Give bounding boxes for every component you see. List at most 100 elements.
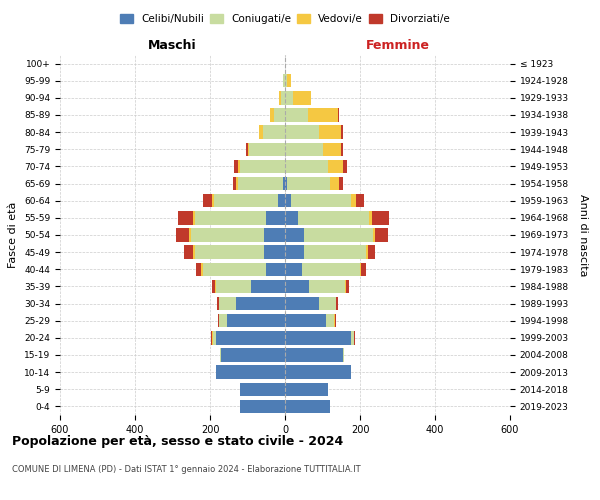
Bar bbox=[218, 297, 220, 310]
Bar bbox=[304, 228, 373, 241]
Bar bbox=[238, 160, 240, 173]
Bar bbox=[251, 280, 285, 293]
Bar bbox=[334, 314, 335, 328]
Y-axis label: Fasce di età: Fasce di età bbox=[8, 202, 19, 268]
Bar bbox=[287, 74, 290, 88]
Bar bbox=[328, 160, 343, 173]
Bar bbox=[212, 194, 214, 207]
Bar bbox=[203, 262, 266, 276]
Bar bbox=[285, 126, 319, 139]
Bar bbox=[285, 228, 304, 241]
Bar bbox=[240, 160, 285, 173]
Bar bbox=[285, 348, 343, 362]
Bar bbox=[350, 331, 353, 344]
Bar bbox=[233, 177, 236, 190]
Bar bbox=[274, 108, 285, 122]
Bar bbox=[293, 91, 311, 104]
Bar bbox=[285, 211, 298, 224]
Bar bbox=[326, 314, 334, 328]
Bar bbox=[265, 228, 285, 241]
Bar bbox=[217, 297, 218, 310]
Bar bbox=[227, 314, 285, 328]
Bar bbox=[285, 160, 328, 173]
Bar bbox=[353, 331, 355, 344]
Bar bbox=[302, 262, 360, 276]
Bar bbox=[340, 177, 343, 190]
Bar bbox=[202, 262, 203, 276]
Bar bbox=[290, 194, 350, 207]
Bar bbox=[346, 280, 349, 293]
Bar bbox=[360, 262, 361, 276]
Bar bbox=[304, 246, 365, 259]
Bar bbox=[361, 262, 365, 276]
Bar bbox=[285, 108, 308, 122]
Bar bbox=[285, 280, 310, 293]
Bar bbox=[263, 126, 285, 139]
Bar bbox=[373, 228, 375, 241]
Bar bbox=[250, 142, 285, 156]
Bar bbox=[345, 280, 346, 293]
Bar bbox=[176, 228, 190, 241]
Legend: Celibi/Nubili, Coniugati/e, Vedovi/e, Divorziati/e: Celibi/Nubili, Coniugati/e, Vedovi/e, Di… bbox=[116, 10, 454, 29]
Bar bbox=[193, 246, 195, 259]
Bar bbox=[341, 142, 343, 156]
Bar bbox=[266, 211, 285, 224]
Bar bbox=[341, 126, 343, 139]
Bar bbox=[214, 194, 277, 207]
Bar bbox=[298, 211, 370, 224]
Bar bbox=[285, 246, 304, 259]
Bar bbox=[283, 177, 285, 190]
Bar bbox=[343, 160, 347, 173]
Bar bbox=[285, 74, 287, 88]
Bar bbox=[215, 280, 251, 293]
Bar bbox=[287, 177, 330, 190]
Bar bbox=[319, 297, 335, 310]
Text: Femmine: Femmine bbox=[365, 38, 430, 52]
Text: COMUNE DI LIMENA (PD) - Dati ISTAT 1° gennaio 2024 - Elaborazione TUTTITALIA.IT: COMUNE DI LIMENA (PD) - Dati ISTAT 1° ge… bbox=[12, 465, 361, 474]
Bar bbox=[270, 108, 274, 122]
Bar bbox=[259, 126, 263, 139]
Bar bbox=[196, 262, 202, 276]
Bar bbox=[350, 194, 356, 207]
Bar bbox=[220, 297, 236, 310]
Bar bbox=[236, 177, 238, 190]
Bar bbox=[285, 91, 293, 104]
Bar bbox=[178, 211, 193, 224]
Bar bbox=[310, 280, 345, 293]
Bar bbox=[365, 246, 367, 259]
Bar bbox=[211, 331, 212, 344]
Bar bbox=[190, 228, 191, 241]
Bar bbox=[220, 348, 221, 362]
Bar bbox=[285, 142, 323, 156]
Bar bbox=[308, 108, 337, 122]
Bar bbox=[240, 382, 285, 396]
Bar bbox=[285, 400, 330, 413]
Bar bbox=[285, 331, 350, 344]
Bar bbox=[285, 314, 326, 328]
Bar bbox=[218, 314, 220, 328]
Bar bbox=[330, 177, 340, 190]
Bar bbox=[236, 297, 285, 310]
Bar bbox=[285, 177, 287, 190]
Bar bbox=[265, 246, 285, 259]
Bar bbox=[184, 246, 193, 259]
Bar bbox=[191, 228, 265, 241]
Bar bbox=[373, 211, 389, 224]
Bar bbox=[285, 382, 328, 396]
Bar bbox=[370, 211, 373, 224]
Bar bbox=[323, 142, 341, 156]
Bar bbox=[212, 280, 215, 293]
Bar bbox=[337, 108, 340, 122]
Bar bbox=[285, 297, 319, 310]
Y-axis label: Anni di nascita: Anni di nascita bbox=[578, 194, 589, 276]
Text: Popolazione per età, sesso e stato civile - 2024: Popolazione per età, sesso e stato civil… bbox=[12, 435, 343, 448]
Bar bbox=[285, 366, 350, 379]
Bar bbox=[285, 194, 290, 207]
Bar bbox=[215, 366, 285, 379]
Bar bbox=[319, 126, 341, 139]
Bar bbox=[356, 194, 364, 207]
Bar bbox=[195, 211, 266, 224]
Bar bbox=[280, 91, 281, 104]
Text: Maschi: Maschi bbox=[148, 38, 197, 52]
Bar bbox=[367, 246, 375, 259]
